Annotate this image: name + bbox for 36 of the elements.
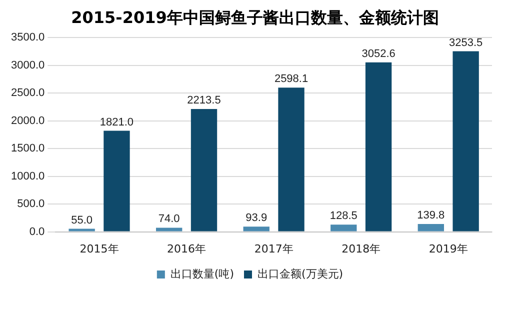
bar xyxy=(452,51,479,232)
bar xyxy=(243,226,270,232)
data-label: 3052.6 xyxy=(362,48,396,60)
data-label: 1821.0 xyxy=(100,116,134,128)
y-tick-label: 1000.0 xyxy=(10,170,45,182)
data-label: 2213.5 xyxy=(187,94,221,107)
x-tick-label: 2019年 xyxy=(428,242,468,256)
y-tick-label: 1500.0 xyxy=(10,142,45,155)
y-tick-label: 3000.0 xyxy=(10,59,45,72)
bar xyxy=(156,228,182,232)
bar xyxy=(365,62,392,232)
y-tick-label: 500.0 xyxy=(17,198,45,210)
y-tick-label: 3500.0 xyxy=(10,32,45,44)
x-tick-label: 2015年 xyxy=(80,242,119,256)
bar xyxy=(330,224,357,232)
y-tick-label: 2000.0 xyxy=(10,114,45,127)
bar xyxy=(278,88,304,232)
chart-title: 2015-2019年中国鲟鱼子酱出口数量、金额统计图 xyxy=(70,8,440,28)
legend-label: 出口金额(万美元) xyxy=(258,267,344,280)
data-label: 3253.5 xyxy=(448,36,483,49)
data-label: 2598.1 xyxy=(274,73,308,86)
bar xyxy=(104,130,130,232)
data-label: 74.0 xyxy=(158,213,180,226)
x-tick-label: 2018年 xyxy=(342,242,381,256)
x-tick-label: 2017年 xyxy=(254,242,294,256)
data-label: 139.8 xyxy=(417,210,445,222)
data-label: 93.9 xyxy=(246,212,268,224)
bar xyxy=(68,228,95,232)
y-tick-label: 2500.0 xyxy=(10,87,45,100)
y-tick-label: 0.0 xyxy=(29,226,45,238)
data-label: 55.0 xyxy=(71,214,93,226)
data-label: 128.5 xyxy=(330,210,358,222)
legend-label: 出口数量(吨) xyxy=(170,267,234,280)
x-tick-label: 2016年 xyxy=(167,242,206,256)
bar xyxy=(190,108,218,232)
bar xyxy=(418,224,444,232)
